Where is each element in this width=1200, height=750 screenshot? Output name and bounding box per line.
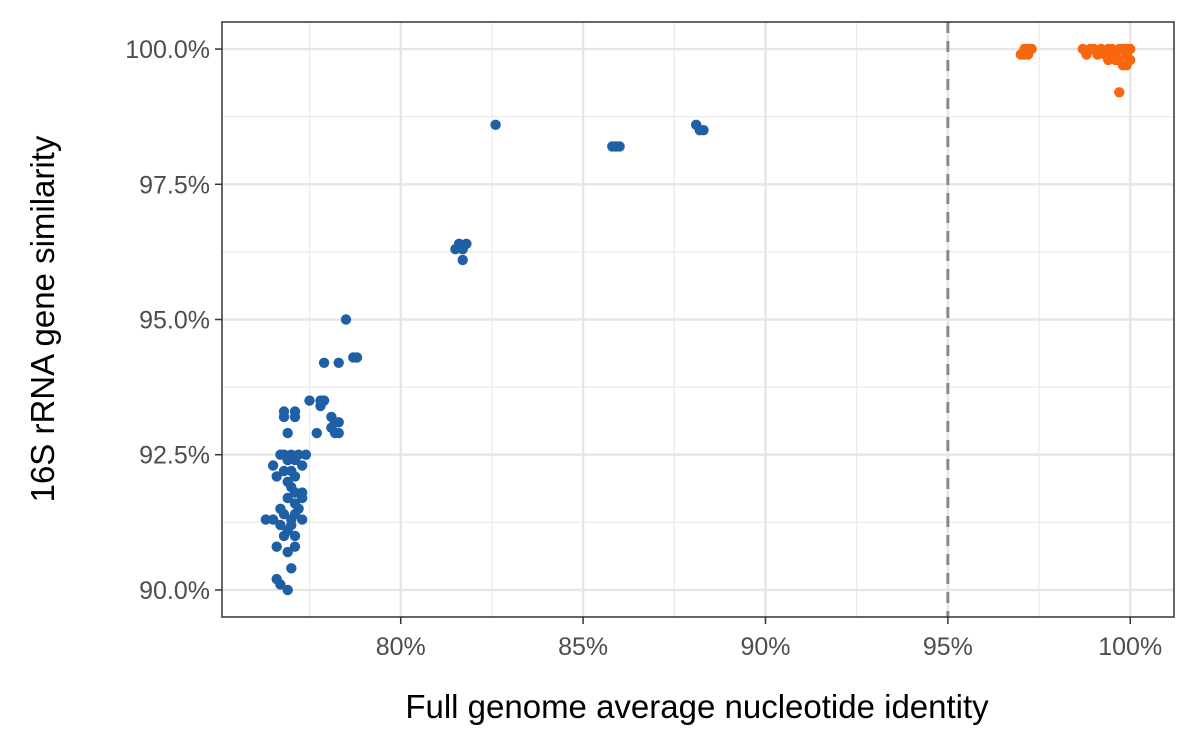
data-point-above-threshold xyxy=(1114,87,1125,98)
data-point-below-threshold xyxy=(286,519,297,531)
y-axis-title: 16S rRNA gene similarity xyxy=(24,135,61,502)
data-point-above-threshold xyxy=(1026,43,1037,55)
data-point-below-threshold xyxy=(282,427,293,439)
data-point-below-threshold xyxy=(318,357,330,368)
data-point-below-threshold xyxy=(282,584,293,596)
data-point-below-threshold xyxy=(278,530,290,542)
data-point-below-threshold xyxy=(267,460,279,471)
data-point-below-threshold xyxy=(457,254,468,266)
x-axis-title: Full genome average nucleotide identity xyxy=(405,688,989,725)
data-point-below-threshold xyxy=(297,460,308,471)
data-point-below-threshold xyxy=(490,119,501,130)
data-point-below-threshold xyxy=(289,411,301,423)
data-point-below-threshold xyxy=(333,427,344,439)
data-point-above-threshold xyxy=(1019,43,1030,55)
x-tick-label: 85% xyxy=(558,633,608,661)
data-point-below-threshold xyxy=(461,238,472,249)
data-point-below-threshold xyxy=(300,449,312,460)
data-point-below-threshold xyxy=(304,395,315,406)
data-point-below-threshold xyxy=(293,449,304,460)
data-point-below-threshold xyxy=(271,471,282,482)
data-point-below-threshold xyxy=(289,530,301,542)
data-point-below-threshold xyxy=(289,487,301,498)
data-point-below-threshold xyxy=(311,427,322,439)
data-point-below-threshold xyxy=(260,514,271,525)
data-point-below-threshold xyxy=(282,546,293,558)
data-point-above-threshold xyxy=(1125,43,1136,55)
data-point-below-threshold xyxy=(278,509,290,520)
y-tick-label: 90.0% xyxy=(139,577,210,605)
y-tick-label: 100.0% xyxy=(125,36,210,64)
data-point-below-threshold xyxy=(340,314,352,325)
data-point-below-threshold xyxy=(297,492,308,504)
x-tick-label: 100% xyxy=(1098,633,1162,661)
data-point-below-threshold xyxy=(286,563,297,574)
data-point-below-threshold xyxy=(333,417,344,428)
data-point-below-threshold xyxy=(267,514,279,525)
x-axis: 80% 85% 90% 95% 100% xyxy=(376,617,1162,661)
data-point-below-threshold xyxy=(289,471,301,482)
x-tick-label: 90% xyxy=(740,633,790,661)
data-point-below-threshold xyxy=(282,492,293,504)
y-axis: 90.0% 92.5% 95.0% 97.5% 100.0% xyxy=(125,36,222,605)
data-point-below-threshold xyxy=(275,579,286,590)
data-point-below-threshold xyxy=(614,141,625,152)
data-point-below-threshold xyxy=(275,519,286,531)
data-point-below-threshold xyxy=(278,465,290,477)
data-point-below-threshold xyxy=(278,411,290,423)
data-point-below-threshold xyxy=(289,541,301,552)
y-tick-label: 95.0% xyxy=(139,307,210,335)
y-tick-label: 92.5% xyxy=(139,442,210,470)
data-point-below-threshold xyxy=(271,541,282,552)
data-points xyxy=(260,43,1136,596)
x-tick-label: 95% xyxy=(923,633,973,661)
x-tick-label: 80% xyxy=(376,633,426,661)
data-point-below-threshold xyxy=(698,125,709,136)
data-point-below-threshold xyxy=(333,357,344,368)
data-point-below-threshold xyxy=(315,400,326,412)
data-point-below-threshold xyxy=(351,352,363,363)
data-point-above-threshold xyxy=(1121,60,1132,71)
data-point-below-threshold xyxy=(289,509,301,520)
y-tick-label: 97.5% xyxy=(139,171,210,199)
data-point-below-threshold xyxy=(297,514,308,525)
major-gridlines xyxy=(222,22,1174,617)
